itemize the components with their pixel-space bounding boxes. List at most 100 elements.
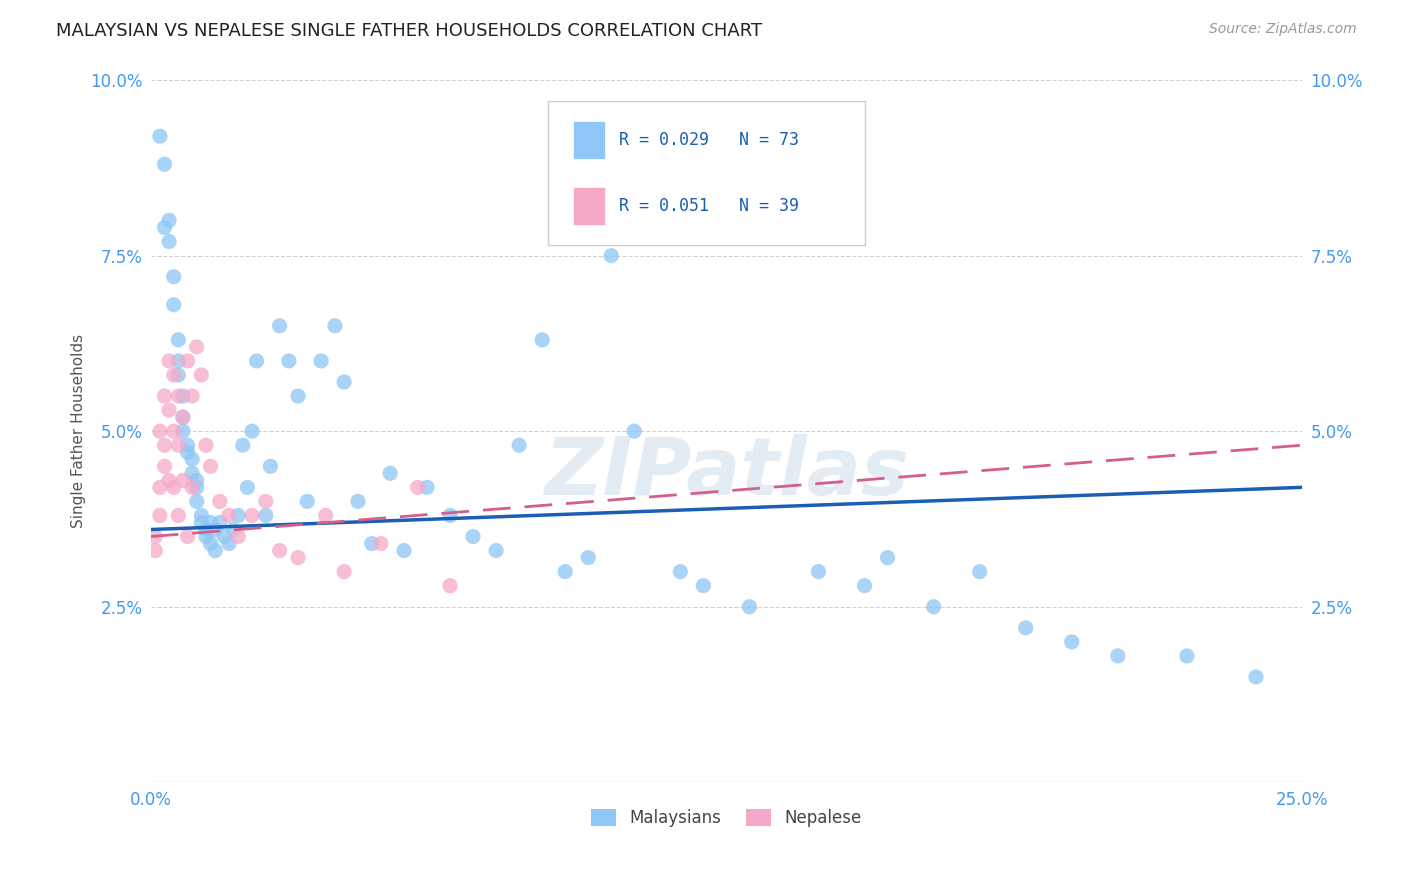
Point <box>246 354 269 368</box>
Point <box>190 368 212 382</box>
Legend: Malaysians, Nepalese: Malaysians, Nepalese <box>585 802 869 834</box>
Point <box>143 543 166 558</box>
Point <box>176 354 198 368</box>
Point <box>149 480 172 494</box>
Point <box>392 543 415 558</box>
Point <box>297 494 319 508</box>
Point <box>172 473 194 487</box>
Point <box>1175 648 1198 663</box>
Point <box>172 424 194 438</box>
Point <box>240 508 263 523</box>
Point <box>163 368 186 382</box>
Point <box>163 298 186 312</box>
Point <box>181 389 204 403</box>
Point <box>172 410 194 425</box>
Point <box>259 459 281 474</box>
Point <box>277 354 299 368</box>
Point <box>623 424 645 438</box>
Y-axis label: Single Father Households: Single Father Households <box>72 334 86 528</box>
Point <box>200 459 222 474</box>
Point <box>485 543 508 558</box>
Point <box>969 565 991 579</box>
Point <box>576 550 599 565</box>
Point <box>347 494 370 508</box>
Point <box>153 438 176 452</box>
Point <box>157 213 180 227</box>
Text: MALAYSIAN VS NEPALESE SINGLE FATHER HOUSEHOLDS CORRELATION CHART: MALAYSIAN VS NEPALESE SINGLE FATHER HOUS… <box>56 22 762 40</box>
Point <box>333 375 356 389</box>
Point <box>222 523 245 537</box>
Point <box>204 543 226 558</box>
Bar <box>574 186 606 226</box>
Point <box>194 438 217 452</box>
Point <box>315 508 337 523</box>
Point <box>269 543 291 558</box>
Point <box>167 508 190 523</box>
Point <box>176 529 198 543</box>
Point <box>807 565 830 579</box>
Point <box>149 508 172 523</box>
Point <box>143 529 166 543</box>
Point <box>1015 621 1038 635</box>
Point <box>853 579 876 593</box>
Point <box>149 129 172 144</box>
Point <box>157 403 180 417</box>
Point <box>416 480 439 494</box>
FancyBboxPatch shape <box>548 101 865 245</box>
Point <box>176 438 198 452</box>
Point <box>172 410 194 425</box>
Point <box>554 565 576 579</box>
Point <box>461 529 484 543</box>
Point <box>194 523 217 537</box>
Point <box>186 480 208 494</box>
Point <box>186 340 208 354</box>
Point <box>153 157 176 171</box>
Point <box>181 480 204 494</box>
Point <box>163 424 186 438</box>
Point <box>406 480 429 494</box>
Point <box>922 599 945 614</box>
Point <box>157 354 180 368</box>
Point <box>167 333 190 347</box>
Point <box>190 516 212 530</box>
Point <box>439 579 461 593</box>
Point <box>876 550 898 565</box>
Point <box>153 459 176 474</box>
Point <box>287 389 309 403</box>
Point <box>232 438 254 452</box>
Point <box>323 318 346 333</box>
Point <box>333 565 356 579</box>
Point <box>1244 670 1267 684</box>
Point <box>186 473 208 487</box>
Point <box>254 508 277 523</box>
Point <box>1060 635 1083 649</box>
Point <box>214 529 236 543</box>
Point <box>181 452 204 467</box>
Point <box>204 523 226 537</box>
Point <box>153 220 176 235</box>
Point <box>149 424 172 438</box>
Point <box>208 516 231 530</box>
Point <box>360 536 382 550</box>
Point <box>186 494 208 508</box>
Point <box>163 269 186 284</box>
Point <box>226 529 249 543</box>
Point <box>269 318 291 333</box>
Point <box>167 354 190 368</box>
Point <box>439 508 461 523</box>
Point <box>531 333 554 347</box>
Point <box>172 389 194 403</box>
Point <box>254 494 277 508</box>
Point <box>669 565 692 579</box>
Point <box>163 480 186 494</box>
Text: R = 0.051   N = 39: R = 0.051 N = 39 <box>619 197 799 215</box>
Point <box>176 445 198 459</box>
Point <box>167 389 190 403</box>
Point <box>309 354 332 368</box>
Point <box>236 480 259 494</box>
Point <box>1107 648 1129 663</box>
Point <box>600 249 623 263</box>
Point <box>200 516 222 530</box>
Point <box>157 473 180 487</box>
Point <box>181 467 204 481</box>
